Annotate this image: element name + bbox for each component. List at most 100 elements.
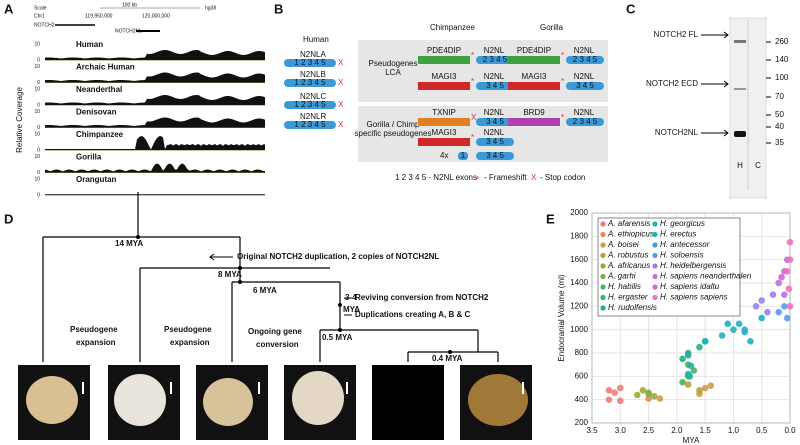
point <box>764 308 771 316</box>
point <box>605 387 613 394</box>
scale-bars <box>82 382 524 394</box>
legend-label: A. garhi <box>607 272 636 281</box>
point <box>684 381 692 388</box>
gene-label: N2NL <box>484 128 505 137</box>
node-label: 14 MYA <box>115 239 143 248</box>
gene-name: N2NLR <box>300 112 326 121</box>
mark: * <box>561 51 564 60</box>
track-scale: 0 <box>37 192 40 198</box>
point <box>687 362 695 370</box>
partner-name: MAGI3 <box>522 72 547 81</box>
legend-label: H. sapiens neanderthalen <box>660 272 752 281</box>
point <box>686 373 694 380</box>
exon-numbers: 3 4 5 <box>486 81 504 90</box>
arrow <box>701 31 729 137</box>
track-scale: 0 <box>37 125 40 131</box>
legend-label: H. rudolfensis <box>608 303 657 312</box>
coverage <box>45 194 265 195</box>
legend-label: A. robustus <box>607 251 648 260</box>
y-tick-label: 400 <box>575 395 589 404</box>
skull <box>114 374 166 426</box>
box-label: Gorilla / Chimp <box>367 120 420 129</box>
panel-a: Scale 100 kb hg38 Chr1 119,950,000 120,0… <box>15 2 265 198</box>
gene: NOTCH2 <box>34 22 55 28</box>
legend-label: A. africanus <box>607 261 650 270</box>
point <box>783 268 791 275</box>
legend-label: H. habilis <box>608 282 641 291</box>
node-label: 6 MYA <box>253 286 277 295</box>
x-tick-label: 2.0 <box>671 426 683 435</box>
coverage <box>45 163 265 173</box>
gene-label: N2NL <box>574 46 595 55</box>
skull <box>26 376 78 424</box>
point <box>616 384 624 392</box>
partner-gene <box>418 56 470 64</box>
gene: NOTCH2NL <box>115 28 142 34</box>
mark: X <box>471 113 477 122</box>
marker-label: 260 <box>775 37 789 46</box>
tree <box>42 192 499 362</box>
legend-marker <box>652 242 658 248</box>
gene-name: N2NLC <box>300 92 326 101</box>
node-label: 0.4 MYA <box>432 354 463 363</box>
point <box>735 320 743 328</box>
coverage <box>45 136 265 150</box>
partner-gene <box>508 82 560 90</box>
point <box>786 256 794 263</box>
point <box>785 285 793 293</box>
partner-name: PDE4DIP <box>517 46 551 55</box>
track-scale: 0 <box>37 80 40 86</box>
mark: * <box>471 133 474 142</box>
legend-marker <box>600 221 606 227</box>
exon-numbers: 3 4 5 <box>486 137 504 146</box>
panel-label: D <box>4 211 13 226</box>
copies: 4x <box>440 151 448 160</box>
legend-star: * <box>476 175 479 184</box>
y-tick-label: 1200 <box>570 301 588 310</box>
y-tick-label: 200 <box>575 418 589 427</box>
x-tick-label: 3.0 <box>615 426 627 435</box>
point <box>786 303 794 310</box>
exons <box>284 101 336 109</box>
track-scale: 0 <box>37 57 40 63</box>
skull <box>203 378 253 426</box>
legend-marker <box>652 294 658 301</box>
node-label: 8 MYA <box>218 270 242 279</box>
track-scale: 10 <box>34 64 40 70</box>
x-tick-label: 3.5 <box>586 426 598 435</box>
species: Human <box>303 35 329 44</box>
legend-marker <box>652 231 658 238</box>
exon-numbers: 2 3 4 5 <box>573 117 598 126</box>
label: expansion <box>76 338 116 347</box>
x-label: MYA <box>683 436 700 445</box>
exon-numbers: 1 <box>461 151 466 160</box>
band-label: NOTCH2NL <box>655 128 699 137</box>
y-tick-label: 1400 <box>570 278 588 287</box>
lane-label: C <box>755 161 761 170</box>
exons <box>476 118 514 126</box>
point <box>650 392 658 400</box>
legend-marker <box>652 273 658 280</box>
y-tick-label: 1600 <box>570 255 588 264</box>
arrow <box>209 253 352 316</box>
band-label: NOTCH2 FL <box>654 30 699 39</box>
exons <box>566 118 604 126</box>
legend-label: H. sapiens sapiens <box>660 293 728 302</box>
track-label: Archaic Human <box>76 63 135 72</box>
panel-d: 14 MYA 8 MYA 6 MYA 3-4 MYA 0.5 MYA 0.4 M… <box>18 192 532 440</box>
lane-label: H <box>737 161 743 170</box>
point <box>696 343 703 351</box>
band <box>734 40 746 43</box>
coverage <box>45 117 265 128</box>
x-tick-label: 1.0 <box>728 426 740 435</box>
pos: 120,000,000 <box>142 13 170 19</box>
node-label: MYA <box>343 305 360 314</box>
gene-label: N2NL <box>484 46 505 55</box>
legend-label: H. erectus <box>660 230 696 239</box>
track-scale: 0 <box>37 147 40 153</box>
coverage <box>45 50 265 60</box>
point <box>718 332 726 339</box>
point <box>696 387 703 394</box>
event: Original NOTCH2 duplication, 2 copies of… <box>237 252 439 261</box>
nodes <box>136 235 452 354</box>
